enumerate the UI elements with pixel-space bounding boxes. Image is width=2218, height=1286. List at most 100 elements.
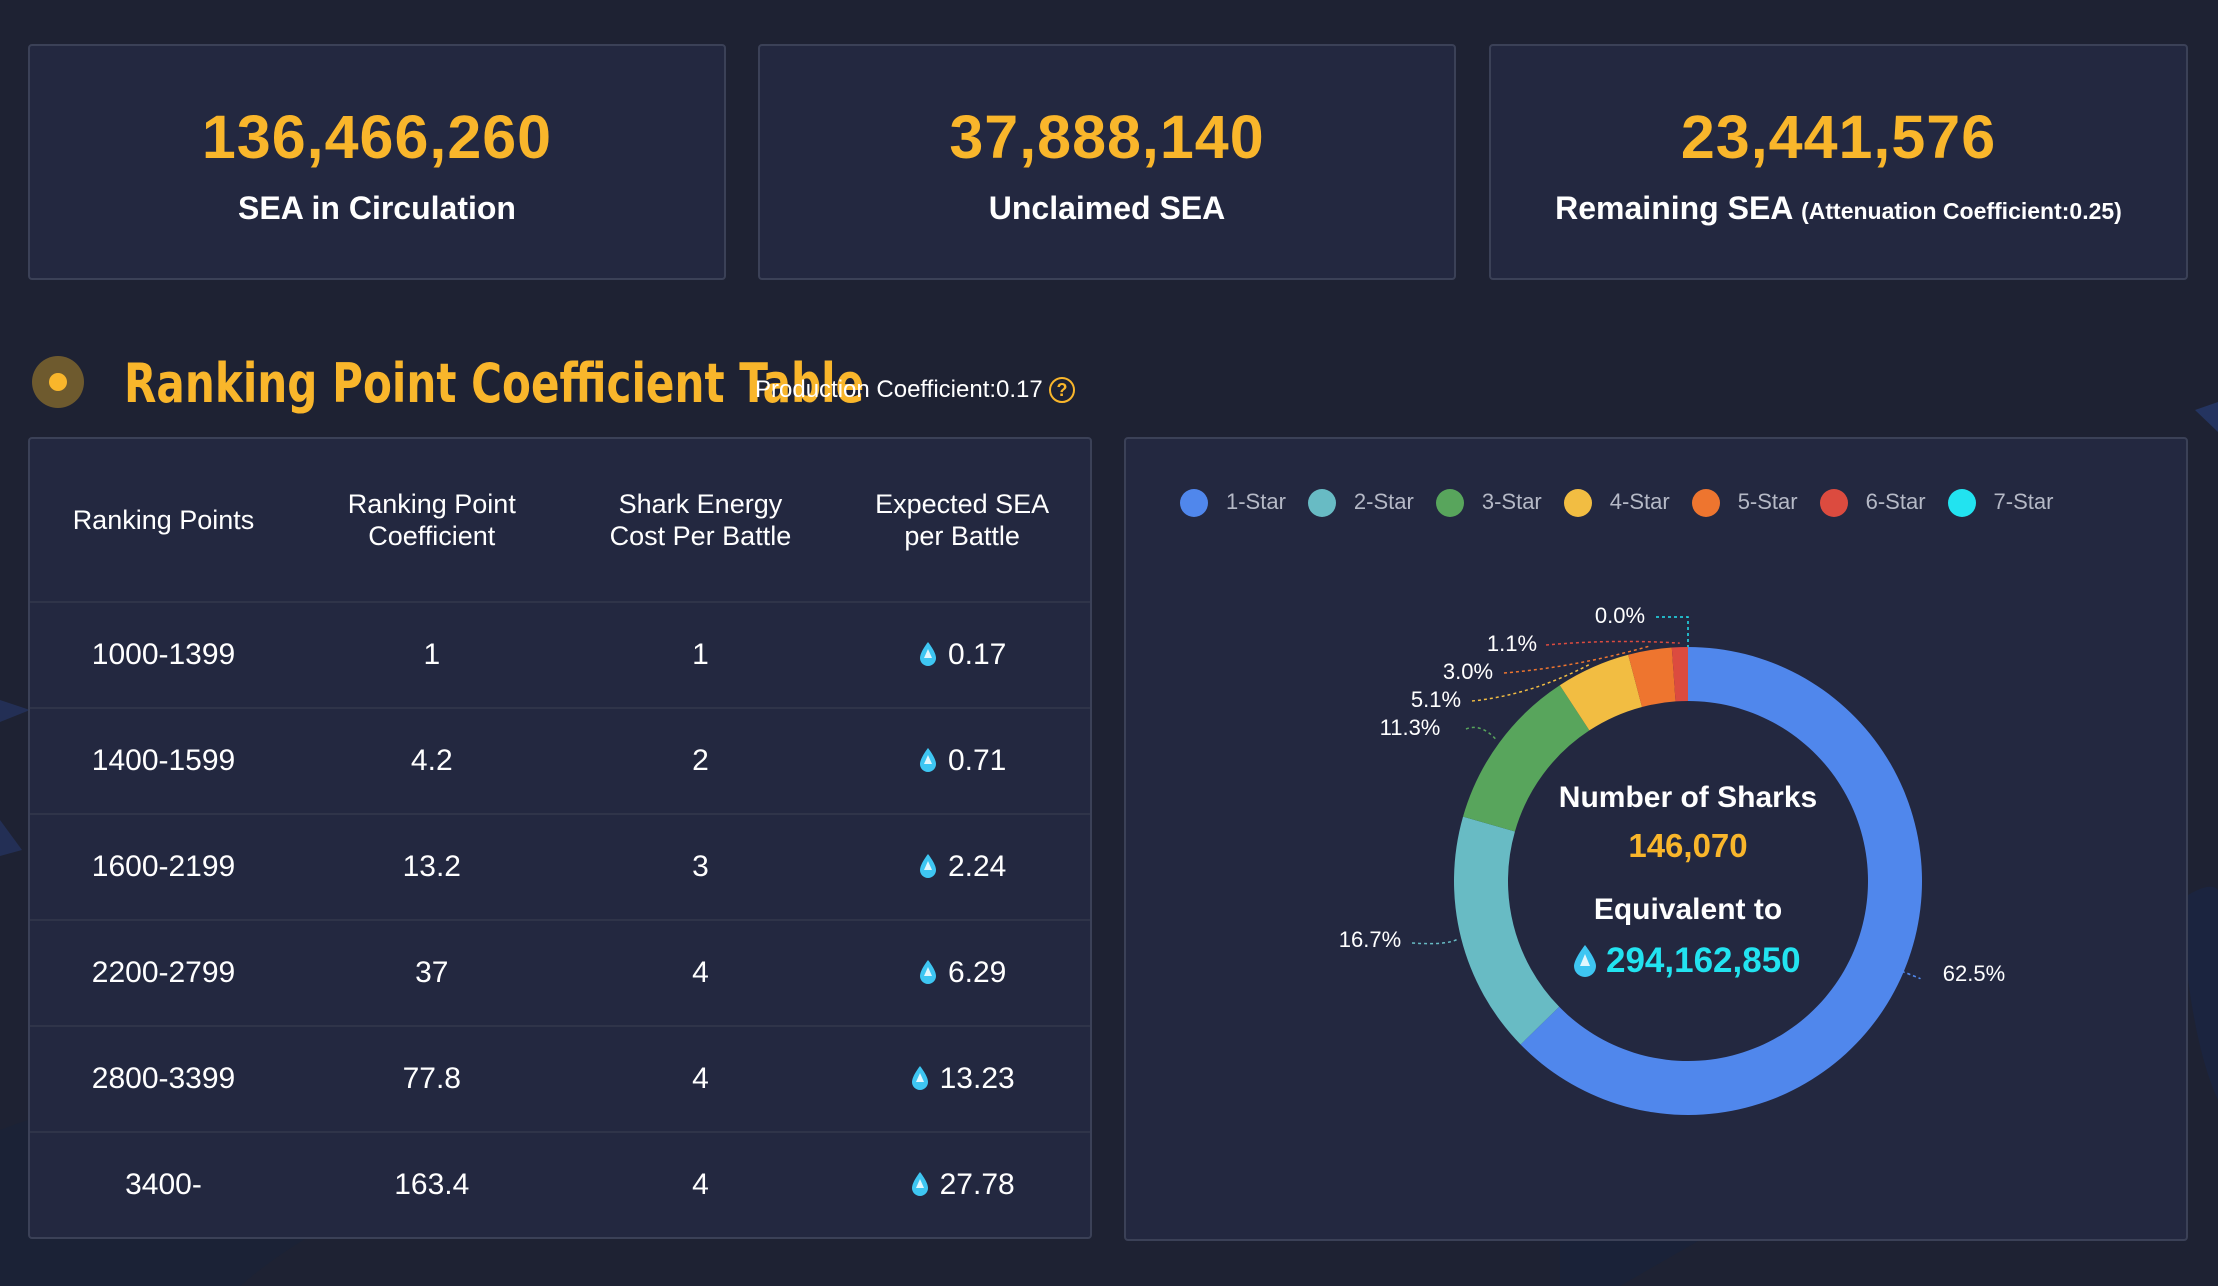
leader-line: [1465, 726, 1497, 741]
cell-ranking-points: 2200-2799: [30, 919, 297, 1026]
legend-swatch: [1691, 489, 1720, 518]
water-drop-icon: [1574, 945, 1596, 977]
leader-line: [1895, 968, 1921, 980]
table-row: 1000-1399 1 1 0.17: [30, 601, 1090, 708]
slice-percent-label: 62.5%: [1943, 961, 2005, 986]
header-ranking-points: Ranking Points: [30, 439, 297, 603]
cell-ranking-points: 1600-2199: [30, 813, 297, 920]
cell-expected-sea: 6.29: [834, 919, 1090, 1026]
table-row: 3400- 163.4 4 27.78: [30, 1131, 1090, 1237]
donut-slice-6-star[interactable]: [1671, 647, 1688, 702]
cell-expected-sea: 2.24: [834, 813, 1090, 920]
donut-slice-1-star[interactable]: [1520, 647, 1923, 1115]
cell-energy-cost: 4: [566, 919, 835, 1026]
center-shark-count: 146,070: [1628, 827, 1747, 864]
legend-label: 6-Star: [1865, 489, 1926, 514]
cell-coefficient: 77.8: [297, 1025, 567, 1132]
header-coefficient: Ranking Point Coefficient: [297, 439, 567, 603]
leader-line: [1656, 616, 1689, 647]
legend-item[interactable]: 3-Star: [1435, 489, 1542, 518]
leader-line: [1411, 938, 1458, 945]
legend-item[interactable]: 7-Star: [1947, 489, 2054, 518]
center-subtitle: Equivalent to: [1594, 893, 1782, 926]
cell-coefficient: 37: [297, 919, 567, 1026]
donut-chart: 62.5% 16.7% 11.3% 5.1% 3.0% 1.1% 0.0% Number of…: [1339, 603, 2005, 1115]
cell-expected-sea: 27.78: [834, 1131, 1090, 1237]
section-bullet-icon: [32, 356, 84, 408]
cell-ranking-points: 1000-1399: [30, 601, 297, 708]
stat-value: 37,888,140: [949, 103, 1265, 171]
water-drop-icon: [919, 642, 936, 666]
legend-item[interactable]: 5-Star: [1691, 489, 1798, 518]
donut-slice-5-star[interactable]: [1628, 647, 1676, 707]
cell-expected-sea: 0.17: [834, 601, 1090, 708]
shark-distribution-panel: 1-Star 2-Star 3-Star 4-Star 5-Star 6-Star 7-St…: [1124, 437, 2188, 1241]
stat-label: SEA in Circulation: [238, 190, 516, 226]
water-drop-icon: [919, 854, 936, 878]
cell-energy-cost: 2: [566, 707, 835, 814]
leader-line: [1471, 662, 1592, 702]
legend-label: 3-Star: [1481, 489, 1542, 514]
cell-ranking-points: 1400-1599: [30, 707, 297, 814]
legend-item[interactable]: 1-Star: [1180, 489, 1286, 518]
legend-swatch: [1563, 489, 1592, 518]
water-drop-icon: [911, 1066, 928, 1090]
stat-card-circulation: 136,466,260 SEA in Circulation: [28, 44, 726, 280]
donut-slice-3-star[interactable]: [1463, 685, 1590, 832]
slice-percent-label: 1.1%: [1487, 631, 1537, 656]
cell-coefficient: 1: [297, 601, 567, 708]
legend-swatch: [1307, 489, 1336, 518]
coefficient-table: Ranking Points Ranking Point Coefficient…: [30, 439, 1090, 1237]
slice-percent-label: 16.7%: [1339, 927, 1401, 952]
cell-expected-sea: 0.71: [834, 707, 1090, 814]
cell-energy-cost: 4: [566, 1131, 835, 1237]
water-drop-icon: [911, 1172, 928, 1196]
donut-slice-2-star[interactable]: [1454, 816, 1560, 1045]
stat-value: 23,441,576: [1680, 103, 1997, 171]
cell-energy-cost: 4: [566, 1025, 835, 1132]
legend-label: 2-Star: [1353, 489, 1414, 514]
stat-card-remaining: 23,441,576 Remaining SEA (Attenuation Co…: [1489, 44, 2188, 280]
leader-line: [1545, 640, 1680, 646]
legend-swatch: [1819, 489, 1848, 518]
legend-swatch: [1947, 489, 1976, 518]
table-row: 1400-1599 4.2 2 0.71: [30, 707, 1090, 814]
cell-expected-sea: 13.23: [834, 1025, 1090, 1132]
center-equivalent-value: 294,162,850: [1606, 941, 1801, 980]
table-row: 2800-3399 77.8 4 13.23: [30, 1025, 1090, 1132]
production-coefficient: Production Coefficient:0.17: [755, 376, 1043, 403]
header-expected-sea: Expected SEA per Battle: [834, 439, 1090, 603]
legend-swatch: [1435, 489, 1464, 518]
legend-label: 7-Star: [1993, 489, 2054, 514]
legend-item[interactable]: 2-Star: [1307, 489, 1414, 518]
slice-percent-label: 0.0%: [1595, 603, 1645, 628]
header-energy-cost: Shark Energy Cost Per Battle: [566, 439, 835, 603]
table-header-row: Ranking Points Ranking Point Coefficient…: [30, 439, 1090, 603]
coefficient-table-panel: Ranking Points Ranking Point Coefficient…: [28, 437, 1092, 1239]
slice-percent-label: 5.1%: [1411, 687, 1461, 712]
water-drop-icon: [919, 748, 936, 772]
cell-ranking-points: 3400-: [30, 1131, 297, 1237]
chart-legend: 1-Star 2-Star 3-Star 4-Star 5-Star 6-Star 7-St…: [1180, 489, 2075, 519]
legend-label: 1-Star: [1226, 489, 1286, 514]
legend-item[interactable]: 6-Star: [1819, 489, 1926, 518]
water-drop-icon: [919, 960, 936, 984]
question-circle-icon[interactable]: ?: [1049, 377, 1075, 403]
legend-item[interactable]: 4-Star: [1563, 489, 1670, 518]
cell-ranking-points: 2800-3399: [30, 1025, 297, 1132]
legend-label: 4-Star: [1609, 489, 1670, 514]
cell-energy-cost: 3: [566, 813, 835, 920]
section-title: Ranking Point Coefficient Table: [124, 352, 865, 415]
legend-label: 5-Star: [1737, 489, 1798, 514]
stat-card-unclaimed: 37,888,140 Unclaimed SEA: [758, 44, 1456, 280]
cell-coefficient: 163.4: [297, 1131, 567, 1237]
stat-value: 136,466,260: [201, 103, 553, 171]
cell-coefficient: 4.2: [297, 707, 567, 814]
cell-coefficient: 13.2: [297, 813, 567, 920]
slice-percent-label: 11.3%: [1380, 715, 1441, 740]
legend-swatch: [1180, 489, 1208, 518]
table-row: 2200-2799 37 4 6.29: [30, 919, 1090, 1026]
center-title: Number of Sharks: [1559, 781, 1817, 814]
leader-line: [1503, 645, 1650, 674]
donut-slice-4-star[interactable]: [1559, 654, 1643, 731]
